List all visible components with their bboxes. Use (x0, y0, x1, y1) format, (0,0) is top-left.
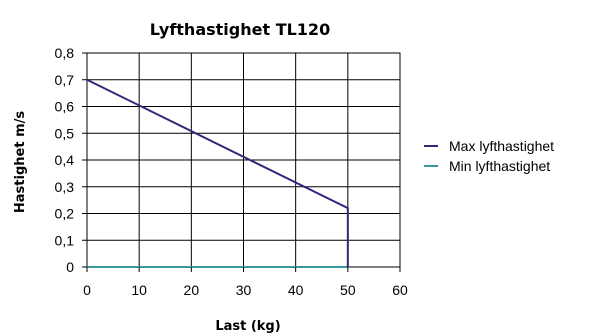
x-tick-label: 50 (340, 282, 356, 298)
x-tick-label: 30 (236, 282, 252, 298)
y-tick-label: 0,3 (55, 179, 75, 195)
series-layer (86, 78, 349, 268)
y-tick-label: 0,8 (55, 45, 75, 61)
x-tick-label: 20 (184, 282, 200, 298)
legend-label-min-lyfthastighet: Min lyfthastighet (449, 158, 550, 174)
x-axis-label: Last (kg) (215, 319, 280, 334)
y-tick-label: 0 (66, 259, 74, 275)
series-line-max-lyfthastighet (86, 78, 349, 267)
y-tick-label: 0,1 (55, 232, 75, 248)
y-tick-label: 0,7 (55, 72, 75, 88)
chart-title: Lyfthastighet TL120 (150, 20, 330, 39)
x-tick-label: 10 (131, 282, 147, 298)
x-tick-label: 40 (288, 282, 304, 298)
y-tick-label: 0,4 (55, 152, 75, 168)
x-axis: 0 10 20 30 40 50 60 (83, 267, 408, 298)
y-axis: 0 0,1 0,2 0,3 0,4 0,5 0,6 0,7 0,8 (55, 45, 87, 275)
y-axis-label: Hastighet m/s (13, 111, 28, 213)
y-tick-label: 0,2 (55, 206, 75, 222)
chart-legend: Max lyfthastighet Min lyfthastighet (424, 138, 554, 174)
legend-label-max-lyfthastighet: Max lyfthastighet (449, 138, 554, 154)
chart-grid (86, 52, 401, 268)
x-tick-label: 60 (392, 282, 408, 298)
x-tick-label: 0 (83, 282, 91, 298)
y-tick-label: 0,5 (55, 125, 75, 141)
y-tick-label: 0,6 (55, 99, 75, 115)
